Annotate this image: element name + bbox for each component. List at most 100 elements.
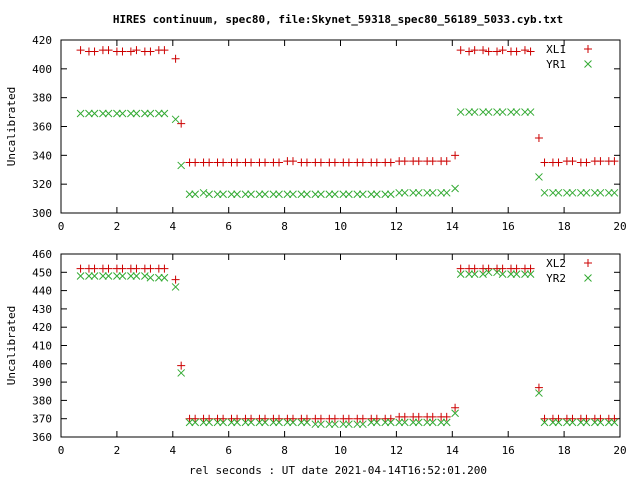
data-point [85,272,93,280]
data-point [297,190,306,199]
data-point [219,158,228,167]
data-point [213,418,222,427]
data-point [540,188,549,197]
data-point [353,190,362,199]
data-point [423,418,431,427]
data-point [311,420,320,429]
data-point [554,188,563,197]
data-point [171,275,180,284]
data-point [247,418,255,427]
data-point [177,361,186,370]
data-point [470,270,479,278]
data-point [521,108,529,116]
y-tick-label: 450 [32,266,52,279]
y-tick-label: 420 [32,321,52,334]
data-point [386,414,395,423]
data-point [534,383,543,392]
data-point [233,418,241,427]
data-point [568,414,577,423]
data-point [512,47,521,56]
series-XL2 [76,264,619,423]
data-point [400,157,409,166]
data-point [191,158,200,167]
data-point [288,414,297,423]
data-point [113,109,121,118]
y-tick-label: 360 [32,431,52,444]
data-point [104,264,113,273]
data-point [582,158,591,167]
series-XL1 [76,46,619,167]
data-point [76,46,85,55]
data-point [456,264,465,273]
data-point [191,414,200,423]
data-point [442,418,451,427]
data-point [596,157,605,166]
data-point [140,272,149,280]
y-tick-label: 410 [32,340,52,353]
data-point [582,188,591,197]
data-point [90,47,99,56]
data-point [498,108,507,116]
data-point [191,418,200,427]
data-point [372,414,381,423]
data-point [316,158,325,167]
data-point [498,264,507,273]
data-point [577,188,585,197]
data-point [140,109,149,118]
y-tick-label: 320 [32,178,52,191]
data-point [132,109,141,118]
y-tick-label: 400 [32,63,52,76]
y-tick-label: 390 [32,376,52,389]
data-point [428,412,437,421]
data-point [219,190,227,199]
data-point [526,264,535,273]
data-point [442,412,451,421]
data-point [275,158,284,167]
data-point [465,270,473,278]
data-point [423,188,431,197]
data-point [610,188,619,197]
y-tick-label: 430 [32,303,52,316]
data-point [493,47,502,56]
data-point [493,268,501,277]
data-point [255,190,264,199]
data-point [213,190,222,199]
data-point [610,157,619,166]
chart-title: HIRES continuum, spec80, file:Skynet_593… [113,13,563,26]
data-point [358,414,367,423]
data-point [610,414,619,423]
data-point [520,46,529,55]
data-point [247,414,256,423]
data-point [302,414,311,423]
data-point [261,418,269,427]
data-point [577,418,585,427]
data-point [451,403,460,412]
data-point [185,190,194,199]
series-YR2 [76,268,619,429]
data-point [289,190,297,199]
data-point [233,158,242,167]
data-point [219,414,228,423]
x-tick-label: 10 [334,220,347,233]
series-YR1 [76,108,619,199]
data-point [325,420,334,429]
data-point [90,264,99,273]
data-point [247,190,255,199]
data-point [177,119,186,128]
legend-label: XL1 [546,43,566,56]
data-point [185,418,194,427]
data-point [381,190,390,199]
data-point [582,418,591,427]
data-point [339,420,348,429]
data-point [132,46,141,55]
data-point [132,272,141,280]
x-tick-label: 4 [169,444,176,457]
data-point [498,270,507,278]
data-point [554,158,563,167]
data-point [470,46,479,55]
data-point [456,108,465,116]
data-point [297,418,306,427]
data-point [442,157,451,166]
x-tick-label: 20 [613,444,626,457]
